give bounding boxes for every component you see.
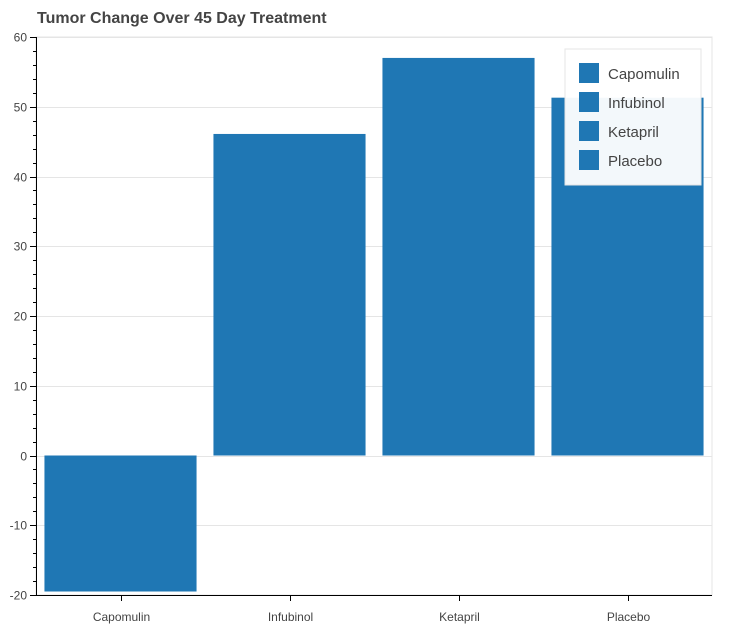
y-tick-label: -10 [10,519,28,533]
bar-capomulin [44,455,197,592]
legend-label: Placebo [608,153,662,170]
x-tick-label: Ketapril [439,610,480,624]
legend-label: Capomulin [608,66,680,83]
legend-swatch [579,121,599,141]
axes: -20 -10 0 10 20 30 40 50 60 Capomulin Infubinol Ket… [10,31,712,624]
y-tick-label: 50 [14,101,28,115]
y-tick-label: 0 [20,450,27,464]
y-tick-label: 20 [14,310,28,324]
y-tick-label: 60 [14,31,28,45]
legend: Capomulin Infubinol Ketapril Placebo [564,48,702,186]
bars [44,57,704,592]
legend-label: Infubinol [608,95,665,112]
y-tick-label: -20 [10,589,28,603]
x-tick-label: Capomulin [93,610,150,624]
legend-swatch [579,150,599,170]
legend-label: Ketapril [608,124,659,141]
y-tick-label: 10 [14,380,28,394]
x-tick-label: Infubinol [268,610,313,624]
chart-title: Tumor Change Over 45 Day Treatment [37,10,327,27]
x-tick-label: Placebo [607,610,651,624]
legend-swatch [579,92,599,112]
y-tick-label: 30 [14,240,28,254]
y-tick-label: 40 [14,171,28,185]
legend-swatch [579,63,599,83]
bar-ketapril [382,57,535,456]
bar-infubinol [213,133,366,456]
